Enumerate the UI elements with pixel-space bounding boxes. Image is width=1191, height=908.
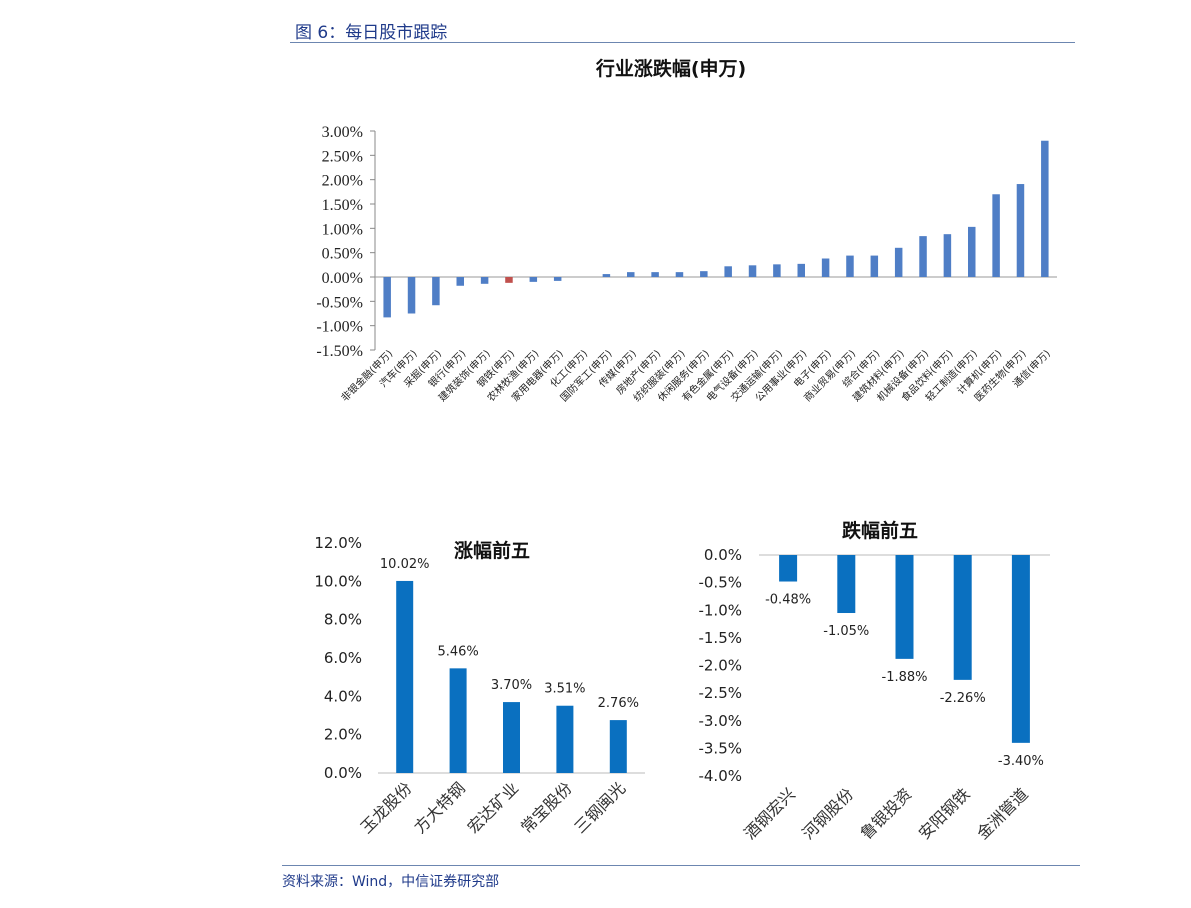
y-tick-label: 4.0% [324, 687, 362, 705]
bar [432, 277, 440, 306]
x-tick-label: 玉龙股份 [357, 778, 416, 837]
bar [529, 277, 538, 282]
bar [602, 274, 611, 277]
bar [396, 580, 414, 773]
x-tick-label: 常宝股份 [517, 778, 576, 837]
bar [480, 277, 489, 284]
top-rule [290, 42, 1075, 43]
y-tick-label: -1.5% [698, 629, 742, 647]
data-label: -3.40% [998, 754, 1044, 769]
bar [1016, 184, 1025, 277]
data-label: -1.05% [823, 624, 869, 639]
figure-title: 图 6：每日股市跟踪 [295, 23, 448, 43]
y-tick-label: 1.00% [322, 221, 363, 238]
bar [779, 555, 798, 582]
x-tick-label: 安阳钢铁 [915, 784, 974, 843]
y-tick-label: -1.00% [316, 319, 363, 336]
y-tick-label: 0.0% [704, 546, 742, 564]
bar [700, 271, 708, 277]
x-tick-label: 三钢闽光 [570, 778, 629, 837]
bar [407, 277, 416, 314]
bar [894, 247, 903, 277]
bar [943, 234, 952, 277]
y-tick-label: 0.50% [322, 246, 363, 263]
y-tick-label: -2.5% [698, 684, 742, 702]
bar [821, 258, 830, 277]
bar [895, 555, 914, 659]
top-gainers-chart: 涨幅前五 12.0% 10.0% 8.0% 6.0% 4.0% 2.0% 0.0% 10.02%… [314, 534, 645, 837]
bar [724, 266, 732, 277]
y-tick-label: -1.50% [316, 343, 363, 360]
y-tick-label: 6.0% [324, 649, 362, 667]
y-tick-label: -1.0% [698, 601, 742, 619]
bar [968, 226, 976, 277]
y-tick-label: 2.0% [324, 726, 362, 744]
y-tick-label: 1.50% [322, 197, 363, 214]
data-label: -1.88% [882, 670, 928, 685]
y-tick-label: -0.5% [698, 574, 742, 592]
bar [846, 255, 854, 277]
bar [748, 265, 757, 277]
y-tick-label: 0.00% [322, 270, 363, 287]
top-losers-chart: 跌幅前五 0.0% -0.5% -1.0% -1.5% -2.0% -2.5% -3.0% -3… [698, 519, 1050, 843]
y-tick-label: 8.0% [324, 611, 362, 629]
bar [553, 277, 562, 281]
x-tick-label: 鲁银投资 [857, 784, 916, 843]
y-tick-label: 12.0% [314, 534, 362, 552]
chart-title: 行业涨跌幅(申万) [595, 57, 746, 80]
bar [797, 263, 805, 277]
industry-change-chart: 行业涨跌幅(申万) 3.00% 2.50% 2.00% 1.50% 1.00% 0.50% 0… [316, 57, 1057, 404]
y-tick-label: 2.00% [322, 173, 363, 190]
bar [627, 272, 635, 277]
bar [609, 720, 627, 773]
bar [675, 272, 684, 277]
bar [1041, 140, 1049, 277]
bar [651, 272, 659, 277]
chart-title: 涨幅前五 [454, 539, 530, 562]
bar [870, 255, 879, 277]
data-label: 2.76% [598, 696, 639, 711]
y-tick-label: -3.5% [698, 739, 742, 757]
bar [992, 194, 1000, 277]
x-tick-label: 宏达矿业 [464, 778, 523, 837]
x-tick-label: 酒钢宏兴 [740, 784, 799, 843]
bar [773, 264, 781, 277]
bar [837, 555, 856, 614]
y-tick-label: -2.0% [698, 657, 742, 675]
y-tick-label: 10.0% [314, 572, 362, 590]
data-label: 3.51% [544, 682, 585, 697]
bar [456, 277, 464, 286]
y-tick-label: 2.50% [322, 148, 363, 165]
data-label: -2.26% [940, 691, 986, 706]
x-tick-label: 方大特钢 [410, 778, 469, 837]
data-label: 10.02% [380, 557, 430, 572]
y-tick-label: -4.0% [698, 767, 742, 785]
y-tick-label: 3.00% [322, 124, 363, 141]
data-label: 3.70% [491, 678, 532, 693]
bar [449, 668, 467, 773]
data-label: 5.46% [437, 644, 478, 659]
chart-title: 跌幅前五 [842, 519, 918, 542]
source-note: 资料来源：Wind，中信证券研究部 [282, 874, 500, 890]
bar [1011, 555, 1030, 743]
bar [953, 555, 972, 680]
x-tick-label: 金洲管道 [973, 784, 1032, 843]
y-tick-label: -3.0% [698, 712, 742, 730]
bar [556, 705, 574, 773]
data-label: -0.48% [765, 593, 811, 608]
bar [383, 277, 391, 318]
x-tick-label: 河钢股份 [798, 784, 857, 843]
bar [505, 277, 513, 283]
bar [503, 702, 520, 773]
y-tick-label: 0.0% [324, 764, 362, 782]
bottom-rule [282, 865, 1080, 866]
y-tick-label: -0.50% [316, 294, 363, 311]
bar [919, 236, 927, 277]
